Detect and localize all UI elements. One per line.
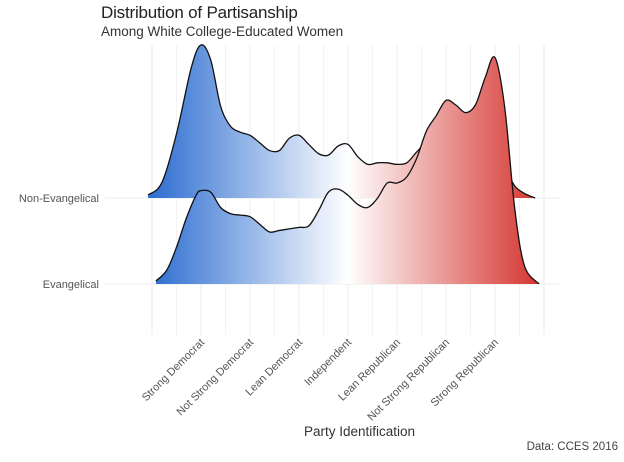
caption: Data: CCES 2016 — [526, 441, 618, 453]
chart-title: Distribution of Partisanship — [101, 3, 298, 22]
y-axis-labels: Evangelical Non-Evangelical — [19, 193, 99, 291]
y-tick-label: Non-Evangelical — [19, 193, 99, 205]
x-tick-label: Independent — [302, 337, 354, 389]
ridge-fill-evangelical — [155, 56, 540, 285]
ridges — [147, 44, 540, 285]
x-axis-title: Party Identification — [303, 424, 416, 439]
y-tick-label: Evangelical — [43, 279, 99, 291]
chart-subtitle: Among White College-Educated Women — [101, 24, 344, 39]
ridge-line-evangelical — [155, 55, 540, 285]
x-tick-label: Not Strong Republican — [365, 337, 452, 424]
